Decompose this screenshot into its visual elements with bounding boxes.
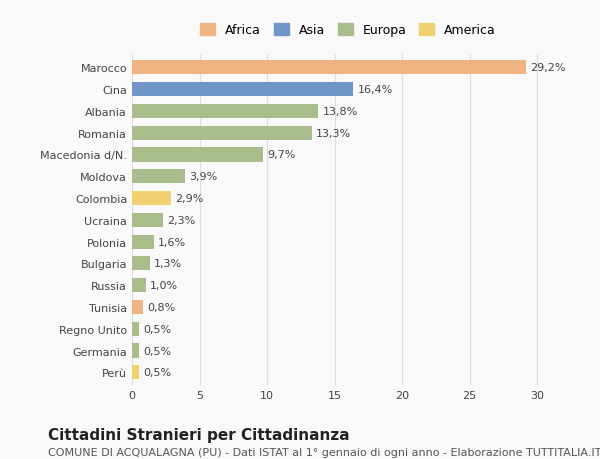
Text: 0,5%: 0,5% bbox=[143, 324, 171, 334]
Text: COMUNE DI ACQUALAGNA (PU) - Dati ISTAT al 1° gennaio di ogni anno - Elaborazione: COMUNE DI ACQUALAGNA (PU) - Dati ISTAT a… bbox=[48, 448, 600, 458]
Bar bbox=[132, 213, 163, 227]
Text: 1,6%: 1,6% bbox=[158, 237, 186, 247]
Text: 13,8%: 13,8% bbox=[322, 106, 358, 117]
Text: 16,4%: 16,4% bbox=[358, 85, 392, 95]
Bar bbox=[132, 235, 154, 249]
Bar bbox=[132, 322, 139, 336]
Legend: Africa, Asia, Europa, America: Africa, Asia, Europa, America bbox=[198, 22, 498, 39]
Text: Cittadini Stranieri per Cittadinanza: Cittadini Stranieri per Cittadinanza bbox=[48, 427, 350, 442]
Text: 3,9%: 3,9% bbox=[188, 172, 217, 182]
Bar bbox=[132, 126, 311, 140]
Text: 2,3%: 2,3% bbox=[167, 215, 196, 225]
Bar bbox=[132, 148, 263, 162]
Text: 29,2%: 29,2% bbox=[530, 63, 566, 73]
Text: 2,9%: 2,9% bbox=[175, 194, 203, 204]
Bar bbox=[132, 279, 146, 293]
Bar bbox=[132, 170, 185, 184]
Bar bbox=[132, 257, 149, 271]
Bar bbox=[132, 365, 139, 380]
Bar bbox=[132, 191, 171, 206]
Bar bbox=[132, 61, 526, 75]
Text: 0,8%: 0,8% bbox=[147, 302, 175, 312]
Text: 1,3%: 1,3% bbox=[154, 259, 182, 269]
Text: 0,5%: 0,5% bbox=[143, 346, 171, 356]
Bar bbox=[132, 300, 143, 314]
Text: 0,5%: 0,5% bbox=[143, 368, 171, 377]
Text: 9,7%: 9,7% bbox=[267, 150, 295, 160]
Text: 1,0%: 1,0% bbox=[149, 280, 178, 291]
Bar bbox=[132, 83, 353, 97]
Text: 13,3%: 13,3% bbox=[316, 129, 351, 138]
Bar bbox=[132, 105, 319, 119]
Bar bbox=[132, 344, 139, 358]
